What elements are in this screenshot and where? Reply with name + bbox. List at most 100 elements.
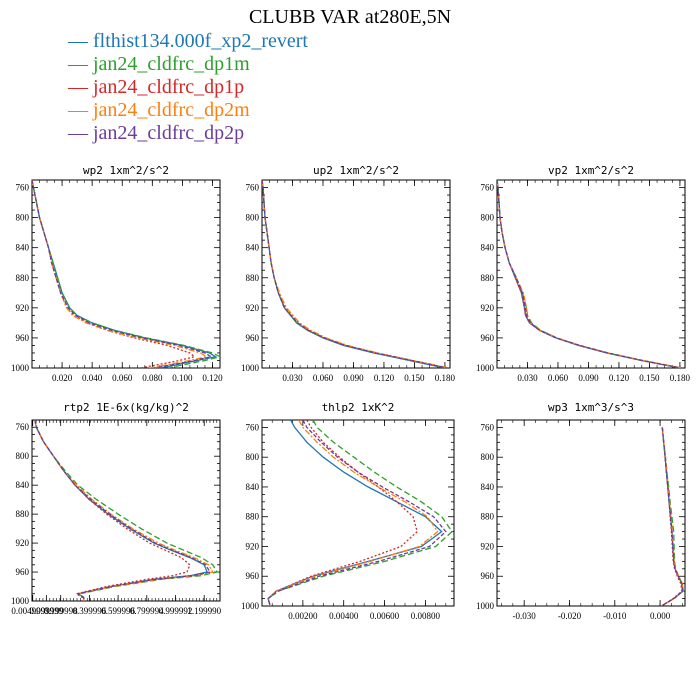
y-tick-label: 800 [246, 213, 260, 223]
series-line [262, 180, 448, 368]
y-tick-label: 880 [16, 273, 30, 283]
y-tick-label: 960 [246, 571, 260, 581]
y-tick-label: 760 [16, 422, 30, 432]
x-tick-label: -0.030 [513, 611, 537, 621]
legend-label: jan24_cldfrc_dp2m [93, 99, 250, 121]
series-line [262, 180, 448, 368]
series-line [267, 420, 439, 606]
x-tick-label: 0.030 [517, 373, 538, 383]
panel-title: rtp2 1E-6x(kg/kg)^2 [63, 401, 189, 414]
x-tick-label: 1.199990 [187, 606, 221, 616]
panel-frame [496, 179, 686, 369]
y-tick-label: 1000 [241, 363, 260, 373]
panel-frame [261, 179, 451, 369]
series-line [34, 420, 208, 601]
series-line [32, 180, 220, 368]
panel-title: thlp2 1xK^2 [322, 401, 395, 414]
legend-line: — [68, 30, 88, 52]
x-tick-label: 0.150 [404, 373, 425, 383]
x-tick-label: 0.799994 [130, 606, 164, 616]
y-tick-label: 1000 [476, 601, 495, 611]
series-line [497, 180, 682, 368]
y-tick-label: 840 [16, 243, 30, 253]
series-line [34, 420, 214, 601]
series-line [34, 420, 219, 601]
y-tick-label: 760 [246, 183, 260, 193]
y-tick-label: 880 [16, 509, 30, 519]
series-line [267, 420, 443, 606]
x-tick-label: 0.599996 [101, 606, 135, 616]
panel-title: vp2 1xm^2/s^2 [548, 164, 634, 177]
x-tick-label: 0.180 [435, 373, 456, 383]
y-tick-label: 1000 [241, 601, 260, 611]
legend-label: jan24_cldfrc_dp1m [93, 53, 250, 75]
y-tick-label: 840 [481, 482, 495, 492]
panel-frame [31, 179, 221, 369]
y-tick-label: 840 [246, 243, 260, 253]
legend-line: — [68, 76, 88, 98]
y-tick-label: 840 [246, 482, 260, 492]
legend-label: jan24_cldfrc_dp1p [93, 76, 245, 98]
x-tick-label: 0.090 [343, 373, 364, 383]
series-line [262, 180, 449, 368]
panel-title: up2 1xm^2/s^2 [313, 164, 399, 177]
y-tick-label: 880 [481, 273, 495, 283]
x-tick-label: 0.00200 [288, 611, 318, 621]
y-tick-label: 960 [481, 571, 495, 581]
panel-frame [261, 419, 455, 607]
legend-item-1: — flthist134.000f_xp2_revert [68, 30, 308, 53]
y-tick-label: 920 [16, 303, 30, 313]
x-tick-label: 0.099999 [29, 606, 63, 616]
series-line [262, 180, 446, 368]
y-tick-label: 840 [481, 243, 495, 253]
chart-title: CLUBB VAR at280E,5N [248, 6, 452, 28]
legend-line: — [68, 53, 88, 75]
x-tick-label: 0.060 [313, 373, 334, 383]
x-tick-label: 0.00499999 [11, 606, 54, 616]
x-tick-label: 0.030 [282, 373, 303, 383]
x-tick-label: 0.100 [172, 373, 193, 383]
y-tick-label: 1000 [11, 596, 30, 606]
x-tick-label: 0.000 [650, 611, 671, 621]
y-tick-label: 920 [16, 538, 30, 548]
y-tick-label: 760 [16, 183, 30, 193]
y-tick-label: 920 [481, 303, 495, 313]
y-tick-label: 800 [16, 451, 30, 461]
x-tick-label: 0.399996 [73, 606, 107, 616]
x-tick-label: 0.00400 [329, 611, 359, 621]
panel-frame [31, 419, 221, 602]
legend-line: — [68, 99, 88, 121]
series-line [497, 180, 682, 368]
series-line [497, 180, 682, 368]
legend-item-5: — jan24_cldfrc_dp2p [68, 122, 308, 145]
y-tick-label: 800 [246, 452, 260, 462]
y-tick-label: 920 [481, 541, 495, 551]
x-tick-label: 0.020 [52, 373, 73, 383]
legend-label: flthist134.000f_xp2_revert [93, 30, 308, 52]
panel-title: wp2 1xm^2/s^2 [83, 164, 169, 177]
series-line [267, 420, 453, 606]
series-line [32, 180, 218, 368]
series-line [262, 180, 450, 368]
y-tick-label: 960 [16, 333, 30, 343]
legend-item-2: — jan24_cldfrc_dp1m [68, 53, 308, 76]
panel-title: wp3 1xm^3/s^3 [548, 401, 634, 414]
x-tick-label: 0.00600 [370, 611, 400, 621]
y-tick-label: 800 [16, 213, 30, 223]
x-tick-label: 0.120 [609, 373, 630, 383]
series-line [267, 420, 447, 606]
y-tick-label: 960 [16, 567, 30, 577]
legend-line: — [68, 122, 88, 144]
series-line [32, 180, 209, 368]
x-tick-label: 0.180 [670, 373, 691, 383]
y-tick-label: 800 [481, 452, 495, 462]
x-tick-label: -0.010 [603, 611, 627, 621]
y-tick-label: 1000 [11, 363, 30, 373]
legend: — flthist134.000f_xp2_revert — jan24_cld… [68, 30, 308, 145]
y-tick-label: 920 [246, 541, 260, 551]
y-tick-label: 960 [246, 333, 260, 343]
y-tick-label: 760 [481, 422, 495, 432]
series-line [34, 420, 212, 601]
x-tick-label: 0.090 [578, 373, 599, 383]
